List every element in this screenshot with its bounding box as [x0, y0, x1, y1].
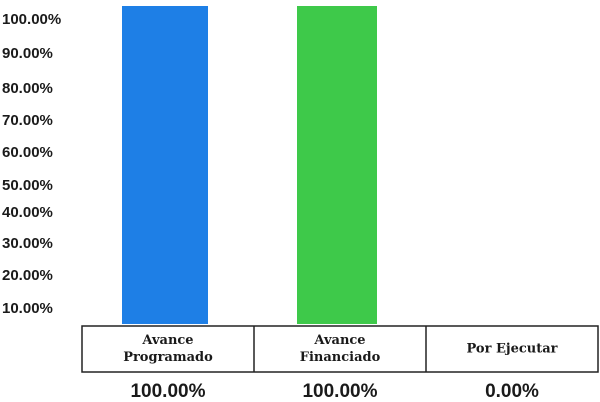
- bars: [122, 6, 377, 324]
- category-label: Avance: [313, 333, 365, 348]
- y-tick-label: 10.00%: [2, 300, 53, 317]
- y-tick-label: 30.00%: [2, 235, 53, 252]
- y-tick-label: 90.00%: [2, 45, 53, 62]
- category-label: Avance: [141, 333, 193, 348]
- bar: [297, 6, 377, 324]
- y-axis-tick-labels: 100.00% 90.00% 80.00% 70.00% 60.00% 50.00% 40.…: [2, 11, 61, 317]
- category-label: Programado: [123, 350, 213, 365]
- y-tick-label: 20.00%: [2, 267, 53, 284]
- bar: [122, 6, 208, 324]
- y-tick-label: 60.00%: [2, 144, 53, 161]
- value-label: 100.00%: [302, 381, 377, 402]
- category-table: Avance Programado Avance Financiado Por Ejec…: [81, 325, 599, 373]
- y-tick-label: 70.00%: [2, 112, 53, 129]
- category-label: Por Ejecutar: [467, 342, 558, 357]
- y-tick-label: 40.00%: [2, 204, 53, 221]
- y-tick-label: 100.00%: [2, 11, 61, 28]
- y-tick-label: 50.00%: [2, 177, 53, 194]
- y-tick-label: 80.00%: [2, 80, 53, 97]
- table-border: [81, 325, 599, 373]
- value-label: 100.00%: [130, 381, 205, 402]
- value-labels: 100.00% 100.00% 0.00%: [130, 381, 539, 402]
- value-label: 0.00%: [485, 381, 539, 402]
- category-label: Financiado: [300, 350, 381, 365]
